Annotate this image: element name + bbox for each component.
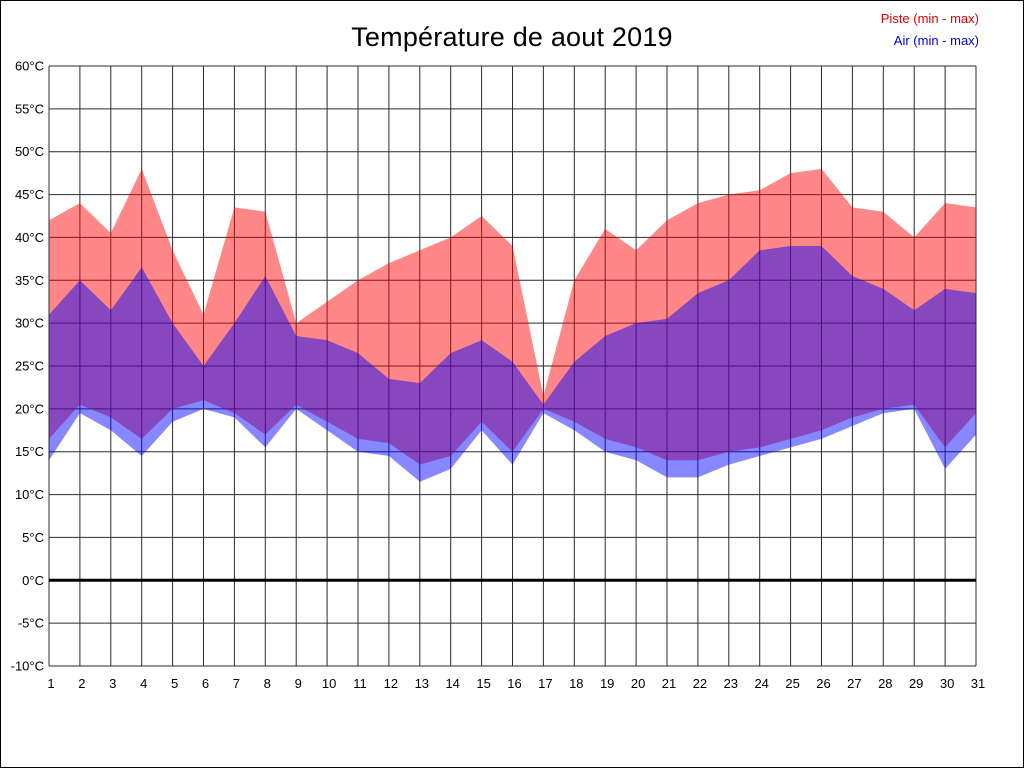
x-tick-label: 14 [445,676,459,691]
legend-piste: Piste (min - max) [880,11,979,26]
x-tick-label: 21 [662,676,676,691]
y-tick-label: 10°C [15,487,44,502]
y-tick-label: 0°C [22,573,44,588]
x-tick-label: 16 [507,676,521,691]
x-tick-label: 11 [353,676,367,691]
x-tick-label: 4 [140,676,147,691]
y-tick-label: 30°C [15,316,44,331]
x-tick-label: 5 [171,676,178,691]
y-tick-label: 40°C [15,230,44,245]
x-tick-label: 23 [724,676,738,691]
y-tick-label: 45°C [15,187,44,202]
x-tick-label: 10 [322,676,336,691]
x-tick-label: 18 [569,676,583,691]
y-tick-label: 20°C [15,401,44,416]
x-tick-label: 3 [109,676,116,691]
x-tick-label: 1 [47,676,54,691]
x-tick-label: 29 [909,676,923,691]
x-tick-label: 13 [415,676,429,691]
air-band [49,246,976,482]
x-tick-label: 20 [631,676,645,691]
x-tick-label: 8 [264,676,271,691]
y-tick-label: 60°C [15,59,44,74]
x-tick-label: 19 [600,676,614,691]
piste-band [49,168,976,465]
y-tick-label: -5°C [18,616,44,631]
x-tick-label: 31 [971,676,985,691]
x-tick-label: 15 [476,676,490,691]
x-tick-label: 27 [847,676,861,691]
chart-legend: Piste (min - max) Air (min - max) [881,8,979,52]
chart-title: Température de aout 2019 [351,22,673,52]
y-tick-label: 25°C [15,359,44,374]
x-tick-label: 30 [940,676,954,691]
x-tick-label: 26 [816,676,830,691]
x-tick-label: 22 [693,676,707,691]
legend-air: Air (min - max) [893,33,979,48]
y-tick-label: 50°C [15,144,44,159]
y-tick-label: 15°C [15,444,44,459]
x-tick-label: 17 [538,676,552,691]
x-tick-label: 12 [384,676,398,691]
x-tick-label: 2 [78,676,85,691]
x-tick-label: 9 [295,676,302,691]
x-tick-label: 28 [878,676,892,691]
x-tick-label: 6 [202,676,209,691]
x-tick-label: 25 [785,676,799,691]
y-tick-label: 55°C [15,101,44,116]
y-tick-label: 5°C [22,530,44,545]
y-tick-label: 35°C [15,273,44,288]
y-tick-label: -10°C [11,659,44,674]
x-tick-label: 7 [233,676,240,691]
x-tick-label: 24 [754,676,768,691]
